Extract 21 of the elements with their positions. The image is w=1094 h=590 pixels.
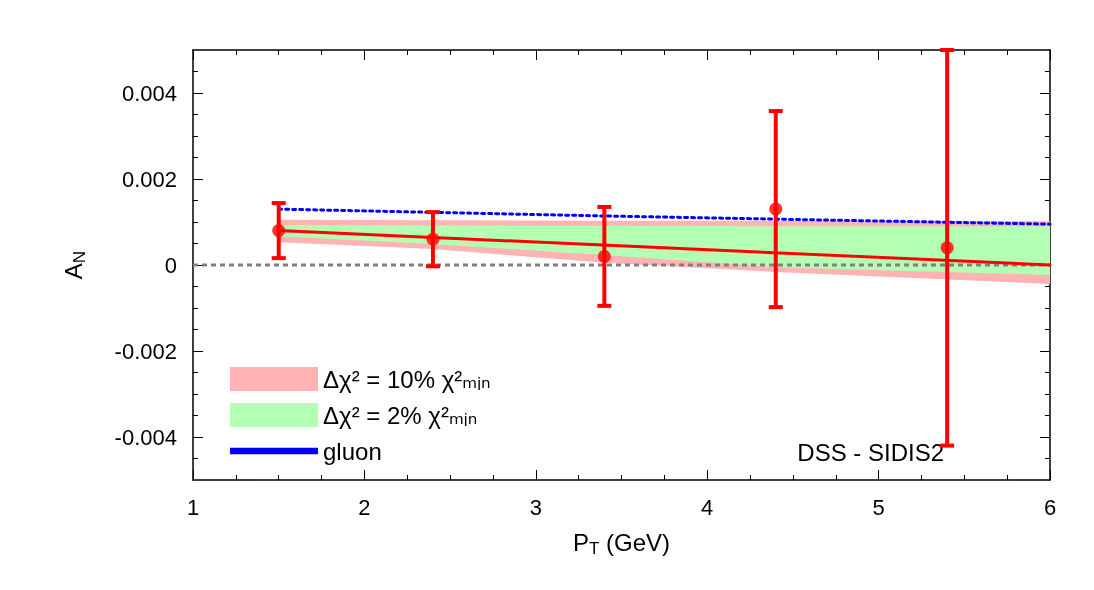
- y-tick-label: 0.002: [121, 166, 177, 192]
- x-tick-label: 3: [529, 494, 542, 520]
- x-tick-label: 6: [1043, 494, 1057, 520]
- x-tick-label: 2: [358, 494, 371, 520]
- point: [597, 249, 611, 263]
- y-tick-label: -0.004: [114, 424, 177, 450]
- x-tick-label: 1: [186, 494, 200, 520]
- x-tick-label: 4: [701, 494, 714, 520]
- y-tick-label: 0: [164, 252, 177, 278]
- point: [769, 202, 783, 216]
- y-axis-title: AN: [60, 250, 89, 280]
- point: [272, 224, 286, 238]
- point: [426, 232, 440, 246]
- y-tick-label: 0.004: [121, 80, 177, 106]
- y-tick-label: -0.002: [114, 338, 177, 364]
- legend-label: Δχ² = 10% χ²ₘᵢₙ: [323, 365, 491, 393]
- legend-label: gluon: [323, 437, 382, 465]
- point: [940, 241, 954, 255]
- legend-label: Δχ² = 2% χ²ₘᵢₙ: [323, 401, 478, 429]
- x-tick-label: 5: [872, 494, 885, 520]
- annotation: DSS - SIDIS2: [797, 438, 945, 466]
